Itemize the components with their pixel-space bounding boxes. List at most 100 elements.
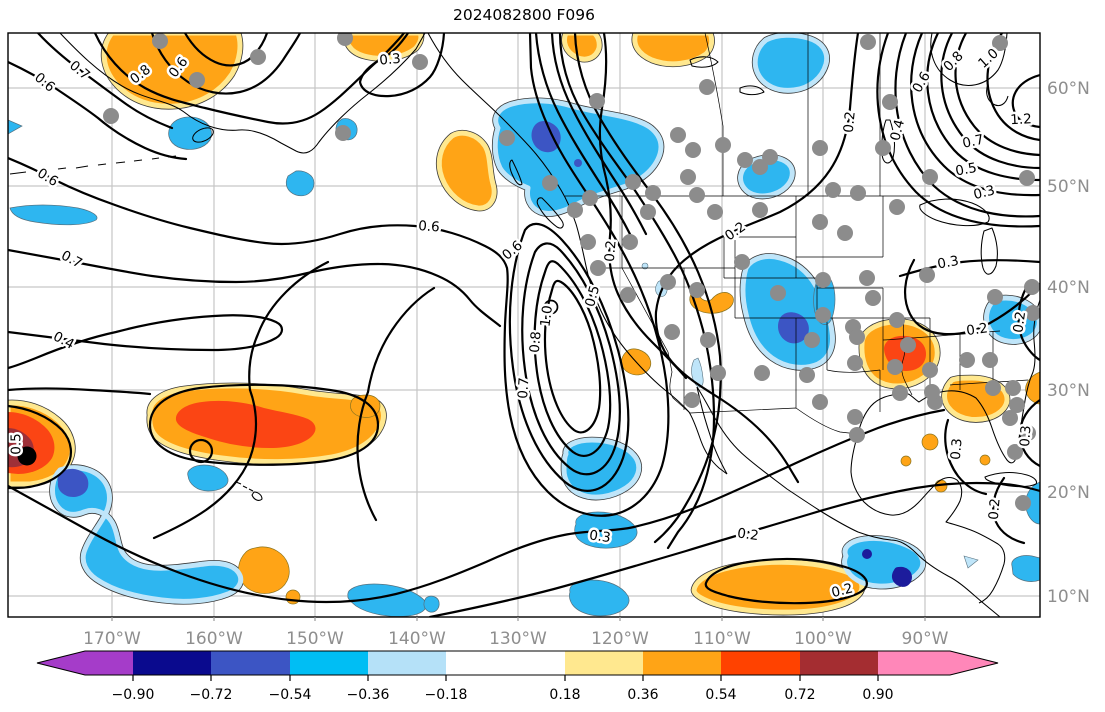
station-dot	[850, 185, 866, 201]
positive-anomaly-region	[632, 33, 715, 67]
positive-anomaly-region	[1025, 371, 1040, 405]
station-dot	[770, 285, 786, 301]
positive-anomaly-region	[238, 546, 290, 594]
station-dot	[622, 234, 638, 250]
y-tick-label: 20°N	[1047, 483, 1090, 503]
station-dot	[103, 108, 119, 124]
contour-label: 0.2	[1010, 310, 1029, 334]
station-dot	[847, 355, 863, 371]
contour-label: 0.7	[58, 248, 84, 272]
colorbar-tick-label: 0.90	[862, 687, 893, 703]
x-tick-label: 130°W	[489, 629, 547, 649]
station-dot	[689, 282, 705, 298]
station-dot	[582, 190, 598, 206]
station-dot	[660, 274, 676, 290]
x-tick-label: 170°W	[83, 629, 141, 649]
colorbar-segment	[565, 651, 643, 675]
station-dot	[992, 35, 1008, 51]
colorbar-tick-label: 0.18	[549, 687, 580, 703]
station-dot	[715, 137, 731, 153]
negative-anomaly-region	[752, 33, 830, 93]
station-dot	[1020, 425, 1036, 441]
station-dot	[875, 140, 891, 156]
station-dot	[889, 312, 905, 328]
colorbar-segment	[800, 651, 878, 675]
station-dot	[640, 204, 656, 220]
negative-anomaly-region	[8, 119, 23, 135]
station-dot	[567, 202, 583, 218]
strong-negative-core	[57, 468, 89, 497]
contour-label: 0.6	[909, 69, 934, 96]
strong-positive-core	[175, 400, 316, 448]
station-dot	[924, 384, 940, 400]
contour-label: 0.2	[986, 498, 1004, 521]
negative-anomaly-region	[963, 555, 979, 569]
station-dot	[815, 307, 831, 323]
x-axis: 170°W 160°W 150°W 140°W 130°W 120°W 110°W 100°W…	[83, 617, 949, 649]
contour-label: 0.2	[841, 111, 859, 134]
negative-anomaly-region	[50, 465, 244, 604]
station-dot	[825, 182, 841, 198]
station-dot	[689, 187, 705, 203]
colorbar-segment	[133, 651, 211, 675]
colorbar-segment	[290, 651, 368, 675]
station-dot	[1024, 279, 1040, 295]
colorbar-tick-label: 0.36	[627, 687, 658, 703]
contour-label: 1.2	[1010, 111, 1032, 128]
contour-label: 0.5	[9, 433, 25, 454]
colorbar-tick-label: −0.18	[425, 687, 468, 703]
strong-negative-core	[531, 121, 561, 153]
station-dot	[664, 324, 680, 340]
y-axis: 60°N 50°N 40°N 30°N 20°N 10°N	[1047, 79, 1090, 607]
station-dot	[922, 169, 938, 185]
y-tick-label: 30°N	[1047, 381, 1090, 401]
station-dot	[625, 174, 641, 190]
colorbar-segment	[721, 651, 800, 675]
colorbar-tick-label: 0.72	[784, 687, 815, 703]
station-dot	[985, 380, 1001, 396]
colorbar-segment	[37, 651, 133, 675]
contour-label: 0.7	[961, 132, 985, 152]
station-dot	[589, 93, 605, 109]
station-dot	[804, 332, 820, 348]
station-dot	[1007, 444, 1023, 460]
station-dot	[620, 287, 636, 303]
strong-negative-core	[862, 549, 872, 559]
contour-lines	[8, 33, 1040, 617]
station-dot	[542, 175, 558, 191]
station-dot	[837, 225, 853, 241]
positive-anomaly-region	[436, 130, 497, 211]
station-dot	[987, 289, 1003, 305]
colorbar-segment	[368, 651, 446, 675]
station-dot	[580, 234, 596, 250]
anomaly-shaded-regions	[8, 33, 1040, 617]
contour-label: 0.4	[50, 329, 76, 353]
colorbar-tick-label: −0.36	[347, 687, 390, 703]
station-dot	[1005, 380, 1021, 396]
contour-label: 0.3	[1017, 425, 1034, 448]
station-dot	[887, 359, 903, 375]
station-dot	[752, 202, 768, 218]
contour-label: 0.3	[379, 51, 402, 69]
station-dot	[734, 254, 750, 270]
station-dots	[17, 33, 1040, 511]
station-dot	[499, 130, 515, 146]
strong-negative-core	[891, 566, 912, 587]
station-dot	[699, 79, 715, 95]
positive-anomaly-region	[900, 455, 912, 467]
contour-label: 0.7	[515, 377, 532, 400]
station-dot	[812, 214, 828, 230]
y-tick-label: 10°N	[1047, 587, 1090, 607]
contour-label: 0.2	[722, 219, 749, 244]
station-dot	[900, 337, 916, 353]
x-tick-label: 140°W	[388, 629, 446, 649]
negative-anomaly-region	[1011, 555, 1040, 582]
colorbar-tick-label: −0.90	[112, 687, 155, 703]
contour-label: 0.3	[588, 527, 612, 546]
station-dot-black	[17, 446, 37, 466]
contour-label: 0.2	[965, 320, 989, 339]
station-dot	[815, 272, 831, 288]
contour-label: 0.3	[936, 253, 960, 272]
